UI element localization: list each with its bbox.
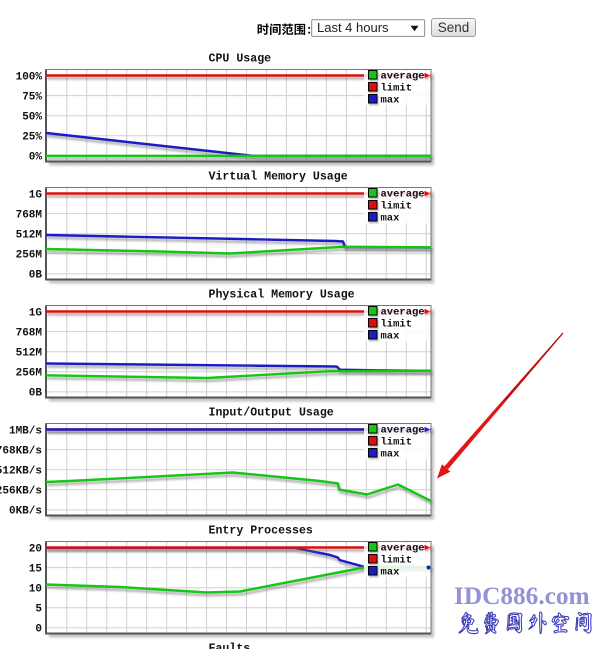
svg-text:CPU Usage: CPU Usage	[209, 52, 272, 65]
svg-text:1MB/s: 1MB/s	[9, 425, 42, 437]
svg-text:Input/Output Usage: Input/Output Usage	[209, 406, 334, 419]
svg-text:limit: limit	[381, 83, 413, 95]
svg-text:768KB/s: 768KB/s	[0, 445, 42, 457]
svg-text:average: average	[381, 425, 425, 437]
svg-text:5: 5	[35, 604, 42, 616]
svg-text:100%: 100%	[16, 71, 43, 83]
svg-text:Faults: Faults	[209, 642, 251, 649]
svg-text:0KB/s: 0KB/s	[9, 506, 42, 518]
svg-text:average: average	[381, 71, 425, 83]
svg-text:25%: 25%	[22, 132, 42, 144]
svg-text:max: max	[381, 567, 401, 579]
svg-text:max: max	[381, 331, 401, 343]
svg-text:1G: 1G	[29, 307, 43, 319]
svg-text:0B: 0B	[29, 388, 43, 400]
svg-text:average: average	[381, 189, 425, 201]
svg-text:512M: 512M	[16, 230, 43, 242]
svg-text:1G: 1G	[29, 189, 43, 201]
svg-text:15: 15	[29, 563, 43, 575]
svg-text:75%: 75%	[22, 91, 42, 103]
svg-text:limit: limit	[381, 319, 413, 331]
svg-text:IDC886.com: IDC886.com	[454, 582, 590, 610]
svg-text:768M: 768M	[16, 327, 43, 339]
svg-text:Physical Memory Usage: Physical Memory Usage	[209, 288, 355, 301]
svg-text:512KB/s: 512KB/s	[0, 466, 42, 478]
svg-text:Entry Processes: Entry Processes	[209, 524, 313, 537]
svg-text:50%: 50%	[22, 112, 42, 124]
svg-text:limit: limit	[381, 201, 413, 213]
svg-text:256KB/s: 256KB/s	[0, 486, 42, 498]
svg-text:average: average	[381, 307, 425, 319]
svg-text:0: 0	[35, 624, 42, 636]
svg-text:512M: 512M	[16, 348, 43, 360]
svg-text:max: max	[381, 449, 401, 461]
svg-text:limit: limit	[381, 437, 413, 449]
svg-text:256M: 256M	[16, 250, 43, 262]
svg-text:max: max	[381, 213, 401, 225]
svg-text:768M: 768M	[16, 209, 43, 221]
svg-text:256M: 256M	[16, 368, 43, 380]
svg-text:Send: Send	[438, 20, 470, 35]
svg-text:average: average	[381, 543, 425, 555]
svg-text:0%: 0%	[29, 152, 43, 164]
svg-text:0B: 0B	[29, 270, 43, 282]
svg-text:max: max	[381, 95, 401, 107]
svg-text:10: 10	[29, 584, 42, 596]
svg-text:Last 4 hours: Last 4 hours	[317, 20, 389, 35]
svg-text:Virtual Memory Usage: Virtual Memory Usage	[209, 170, 348, 183]
svg-text::: :	[307, 22, 311, 37]
svg-text:limit: limit	[381, 555, 413, 567]
svg-text:20: 20	[29, 543, 42, 555]
